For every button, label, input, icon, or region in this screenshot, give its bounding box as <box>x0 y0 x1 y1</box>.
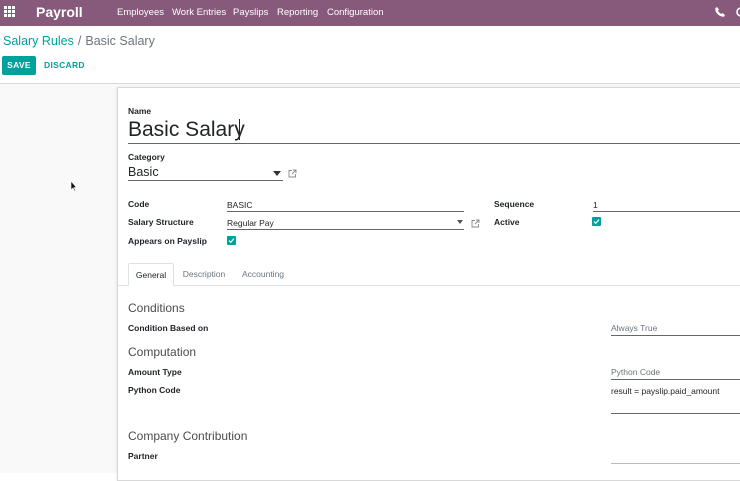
menu-employees[interactable]: Employees <box>117 7 164 18</box>
tab-accounting[interactable]: Accounting <box>241 269 285 279</box>
category-select[interactable]: Basic <box>128 165 159 179</box>
menu-work-entries[interactable]: Work Entries <box>172 7 227 18</box>
category-label: Category <box>128 152 165 162</box>
condition-based-on-label: Condition Based on <box>128 323 209 333</box>
code-underline <box>227 211 464 212</box>
name-input[interactable] <box>128 117 740 144</box>
menu-reporting[interactable]: Reporting <box>277 7 319 18</box>
sequence-input[interactable]: 1 <box>593 200 598 210</box>
conditions-title: Conditions <box>128 301 185 315</box>
computation-title: Computation <box>128 345 197 359</box>
company-contribution-title: Company Contribution <box>128 429 248 443</box>
active-label: Active <box>494 217 520 227</box>
tabs-divider <box>118 285 740 286</box>
mouse-pointer-icon <box>70 180 78 192</box>
partner-label: Partner <box>128 451 158 461</box>
partner-input[interactable] <box>611 463 740 464</box>
discard-button[interactable]: DISCARD <box>40 56 89 75</box>
top-navbar: Payroll Employees Work Entries Payslips … <box>0 0 740 26</box>
menu-payslips[interactable]: Payslips <box>233 7 269 18</box>
external-link-icon[interactable] <box>288 169 297 178</box>
salary-structure-select[interactable]: Regular Pay <box>227 218 274 228</box>
app-name[interactable]: Payroll <box>36 4 83 20</box>
salary-structure-underline <box>227 229 464 230</box>
category-dropdown-icon[interactable] <box>273 171 281 176</box>
category-underline <box>128 180 283 181</box>
amount-type-label: Amount Type <box>128 367 182 377</box>
breadcrumb-current: Basic Salary <box>85 34 155 48</box>
python-code-underline <box>611 413 740 414</box>
external-link-icon[interactable] <box>471 219 480 228</box>
appears-on-payslip-label: Appears on Payslip <box>128 236 207 246</box>
control-panel: Salary Rules / Basic Salary SAVE DISCARD <box>0 26 740 84</box>
messaging-icon[interactable] <box>733 6 740 18</box>
python-code-label: Python Code <box>128 385 181 395</box>
save-button[interactable]: SAVE <box>2 56 36 75</box>
amount-type-underline <box>611 379 740 380</box>
condition-based-on-select[interactable]: Always True <box>611 323 658 333</box>
python-code-editor[interactable]: result = payslip.paid_amount <box>611 386 720 396</box>
form-sheet <box>117 87 740 481</box>
salary-structure-label: Salary Structure <box>128 217 194 227</box>
amount-type-select[interactable]: Python Code <box>611 367 661 377</box>
tab-general[interactable]: General <box>128 263 174 286</box>
breadcrumb-separator: / <box>77 34 82 48</box>
breadcrumb-parent[interactable]: Salary Rules <box>3 34 74 48</box>
breadcrumb: Salary Rules / Basic Salary <box>3 34 155 48</box>
apps-grid-icon[interactable] <box>4 6 15 17</box>
phone-icon[interactable] <box>714 6 726 18</box>
code-label: Code <box>128 199 150 209</box>
condition-underline <box>611 335 740 336</box>
text-caret <box>239 119 240 140</box>
salary-structure-dropdown-icon[interactable] <box>457 220 463 224</box>
code-input[interactable]: BASIC <box>227 200 253 210</box>
sequence-label: Sequence <box>494 199 535 209</box>
sequence-underline <box>593 211 740 212</box>
check-icon <box>228 238 235 244</box>
name-label: Name <box>128 106 152 116</box>
active-checkbox[interactable] <box>592 217 601 226</box>
check-icon <box>593 219 600 225</box>
tab-description[interactable]: Description <box>182 269 226 279</box>
appears-on-payslip-checkbox[interactable] <box>227 236 236 245</box>
menu-configuration[interactable]: Configuration <box>327 7 384 18</box>
